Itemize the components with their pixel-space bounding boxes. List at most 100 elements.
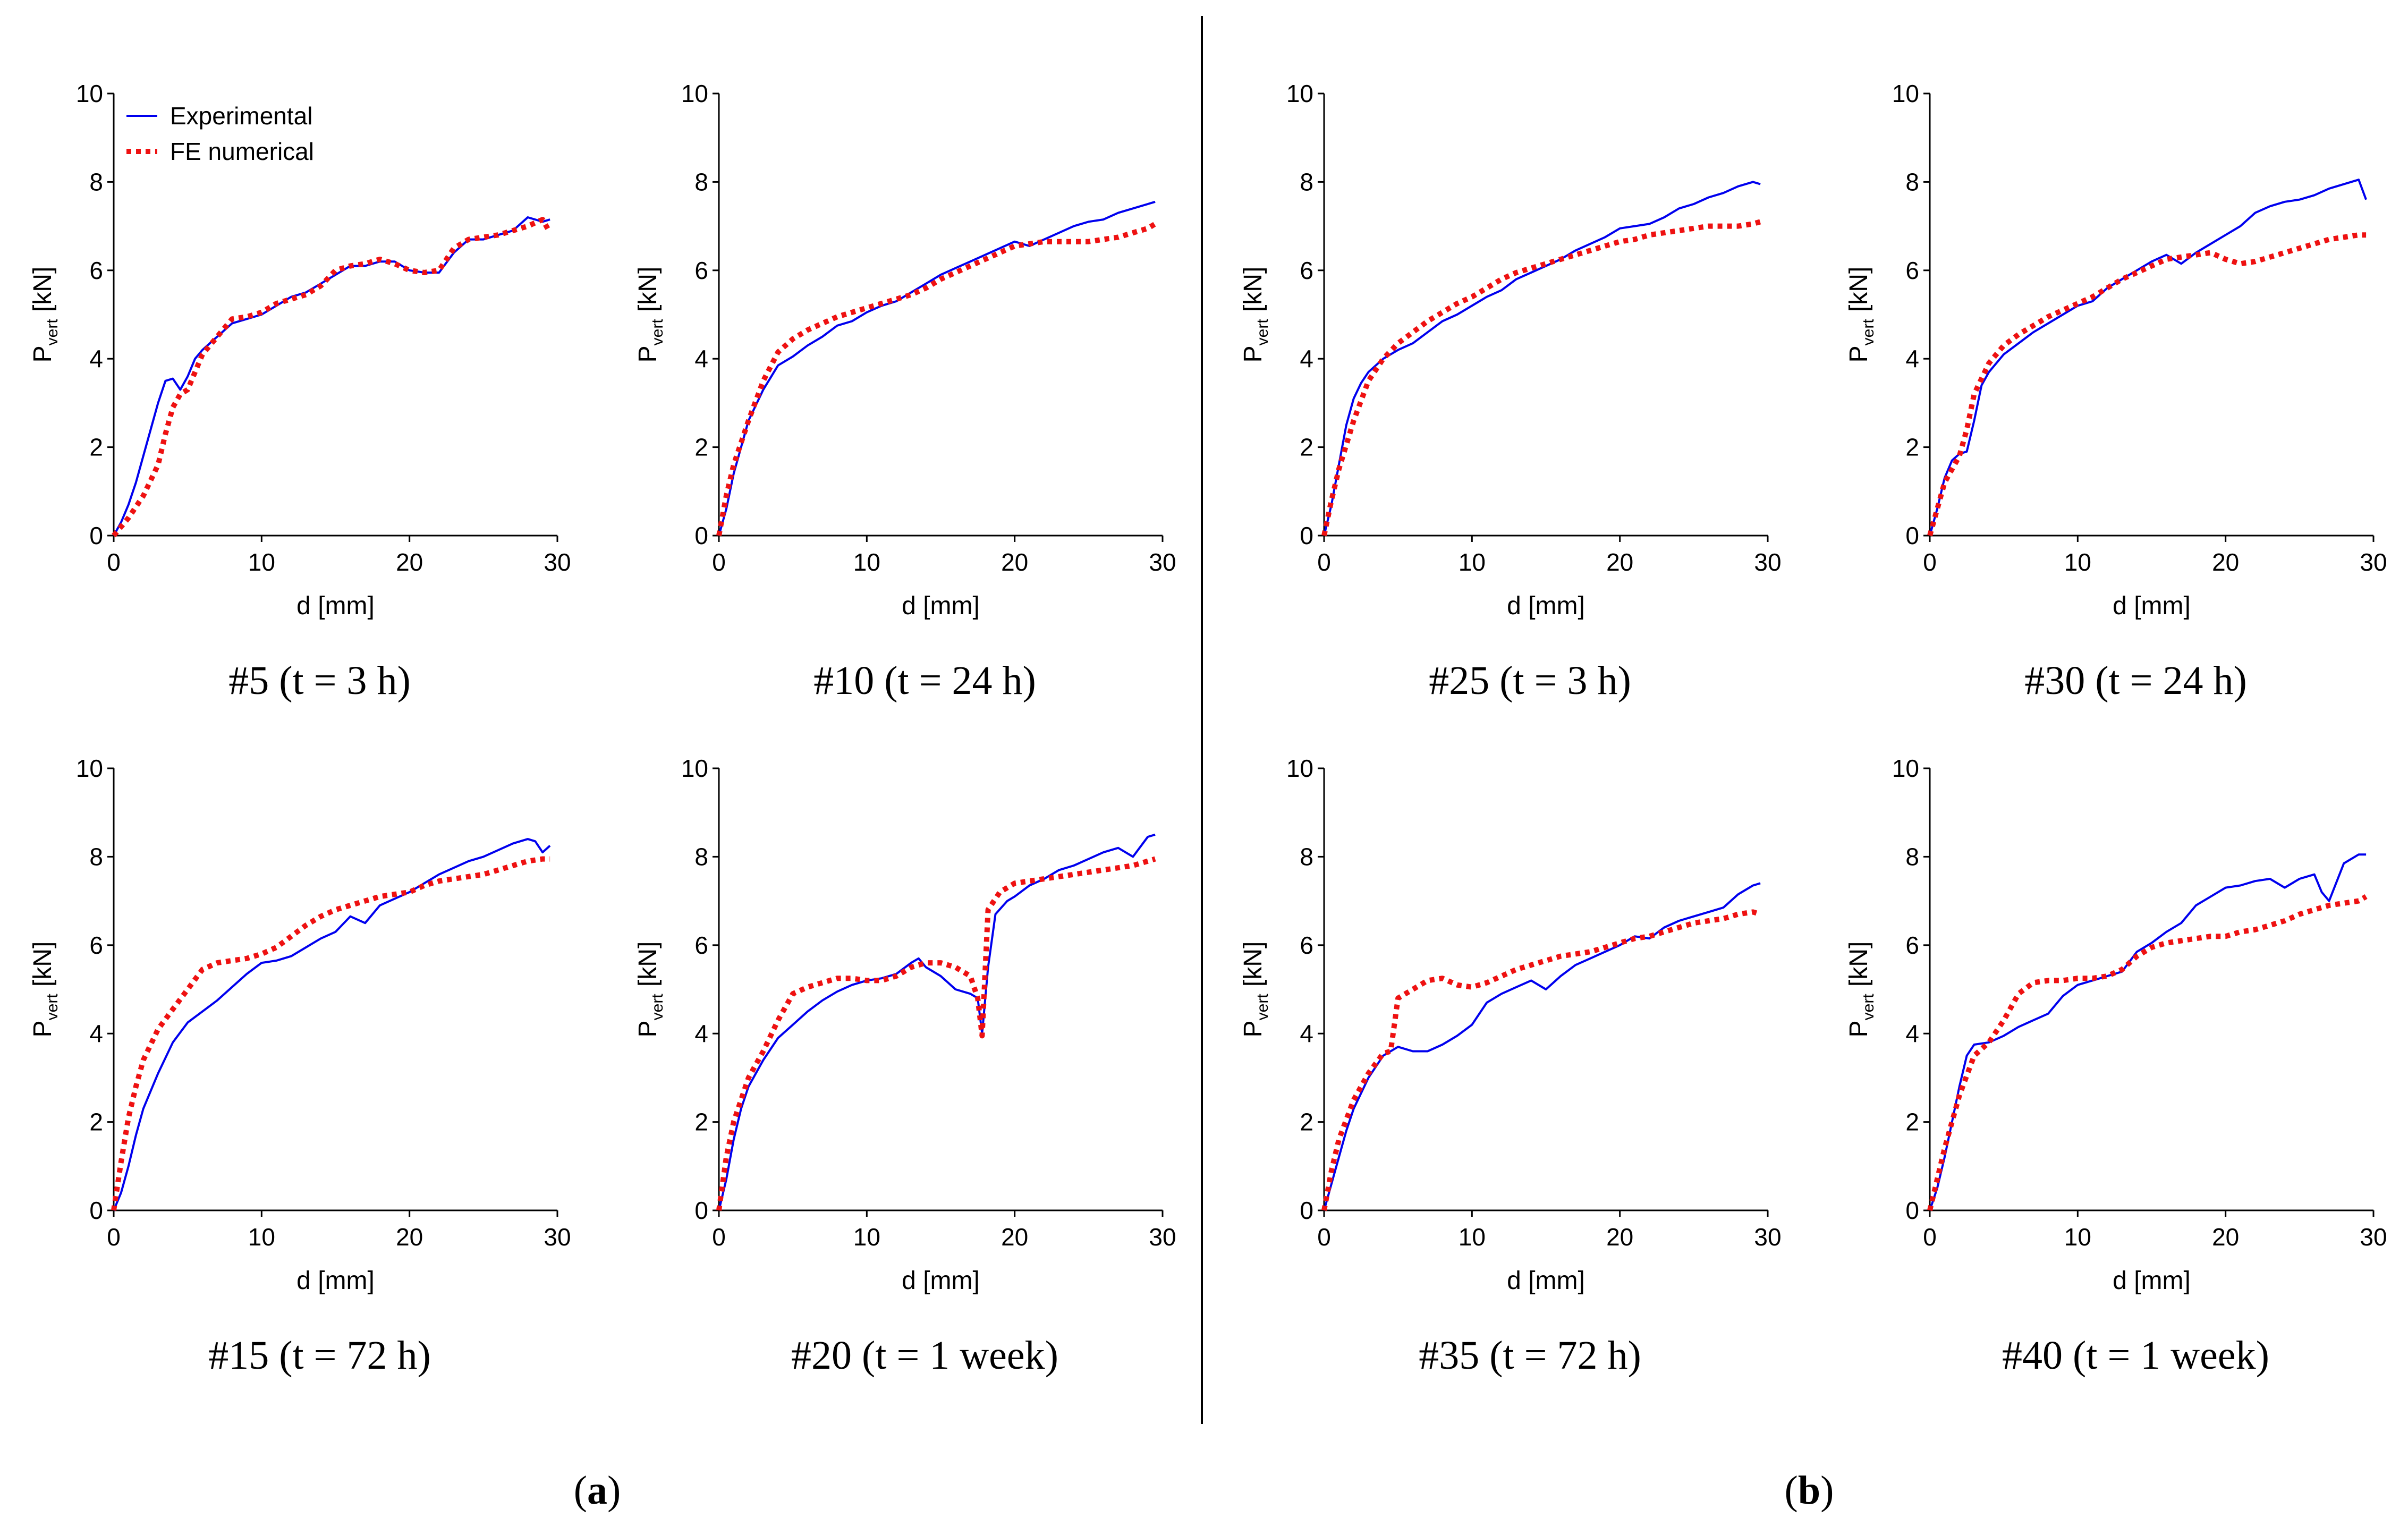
x-tick-label: 20 <box>396 1223 423 1251</box>
chart-c10: 0 2 4 6 8 10 0 10 20 30 d [mm] Pvert [kN] #10 (t = 2… <box>634 80 1176 703</box>
y-tick-label: 8 <box>89 168 103 196</box>
chart-c35: 0 2 4 6 8 10 0 10 20 30 d [mm] Pvert [kN] #35 (t = 7… <box>1239 754 1782 1378</box>
y-tick-label: 10 <box>76 80 103 107</box>
series-line-fe-numerical <box>1927 894 2368 1211</box>
chart-caption: #25 (t = 3 h) <box>1429 658 1631 703</box>
x-axis-label: d [mm] <box>296 1267 375 1295</box>
y-tick-label: 2 <box>89 1108 103 1136</box>
y-tick-label: 6 <box>694 257 708 284</box>
series-line-fe-numerical <box>112 217 553 538</box>
y-axis-label: Pvert [kN] <box>1845 942 1877 1038</box>
y-tick-label: 2 <box>694 434 708 461</box>
y-axis-label: Pvert [kN] <box>634 267 666 363</box>
y-axis-label: Pvert [kN] <box>29 942 61 1038</box>
y-axis-label-sub: vert <box>1254 994 1271 1021</box>
chart-c30: 0 2 4 6 8 10 0 10 20 30 d [mm] Pvert [kN] #30 (t = 2… <box>1845 80 2387 703</box>
x-tick-label: 20 <box>2212 548 2239 576</box>
chart-caption: #5 (t = 3 h) <box>228 658 411 703</box>
y-axis-label-sub: vert <box>1860 319 1877 346</box>
chart-c25: 0 2 4 6 8 10 0 10 20 30 d [mm] Pvert [kN] #25 (t = 3… <box>1239 80 1782 703</box>
legend: Experimental FE numerical <box>126 102 314 165</box>
y-axis-label-main: P <box>634 345 662 362</box>
y-axis-label-main: P <box>1845 1020 1873 1037</box>
series-line-experimental <box>718 833 1156 1211</box>
y-axis-label-sub: vert <box>1254 319 1271 346</box>
y-axis-label-sub: vert <box>44 319 61 346</box>
y-axis-label-unit: [kN] <box>1845 267 1873 319</box>
y-axis-label-unit: [kN] <box>29 942 57 994</box>
y-tick-label: 8 <box>89 843 103 870</box>
y-tick-label: 10 <box>1286 80 1313 107</box>
y-tick-label: 8 <box>694 168 708 196</box>
x-axis-label: d [mm] <box>902 592 980 620</box>
x-tick-label: 0 <box>712 1223 726 1251</box>
x-tick-label: 0 <box>712 548 726 576</box>
x-axis-label: d [mm] <box>902 1267 980 1295</box>
x-tick-label: 30 <box>1149 1223 1176 1251</box>
x-tick-label: 10 <box>248 1223 275 1251</box>
x-tick-label: 30 <box>544 1223 571 1251</box>
y-tick-label: 6 <box>89 257 103 284</box>
y-axis-label-unit: [kN] <box>1239 942 1267 994</box>
y-tick-label: 10 <box>1892 80 1919 107</box>
chart-c20: 0 2 4 6 8 10 0 10 20 30 d [mm] Pvert [kN] #20 (t = 1… <box>634 754 1176 1378</box>
y-axis-label-main: P <box>1239 345 1267 362</box>
x-tick-label: 20 <box>396 548 423 576</box>
y-axis-label-sub: vert <box>649 319 666 346</box>
x-axis-label: d [mm] <box>296 592 375 620</box>
y-tick-label: 0 <box>694 1197 708 1224</box>
panel-a-label: (a) <box>574 1468 621 1513</box>
x-tick-label: 20 <box>1606 1223 1633 1251</box>
series-line-experimental <box>1323 882 1761 1211</box>
y-axis-label-unit: [kN] <box>634 942 662 994</box>
y-tick-label: 6 <box>1300 257 1313 284</box>
legend-fe-label: FE numerical <box>170 138 314 165</box>
x-tick-label: 0 <box>107 548 121 576</box>
y-axis-label: Pvert [kN] <box>1845 267 1877 363</box>
series-line-fe-numerical <box>716 856 1156 1211</box>
x-tick-label: 0 <box>107 1223 121 1251</box>
y-axis-label-unit: [kN] <box>1239 267 1267 319</box>
series-line-experimental <box>1929 853 2367 1211</box>
y-tick-label: 10 <box>1892 754 1919 782</box>
y-tick-label: 6 <box>1905 931 1919 959</box>
x-tick-label: 0 <box>1317 1223 1331 1251</box>
x-axis-label: d [mm] <box>2113 592 2191 620</box>
chart-caption: #40 (t = 1 week) <box>2002 1333 2269 1378</box>
x-axis-label: d [mm] <box>1507 1267 1585 1295</box>
x-tick-label: 10 <box>248 548 275 576</box>
y-tick-label: 4 <box>89 1020 103 1047</box>
y-tick-label: 2 <box>1300 1108 1313 1136</box>
y-tick-label: 8 <box>1905 168 1919 196</box>
y-tick-label: 2 <box>1905 434 1919 461</box>
y-tick-label: 0 <box>1905 522 1919 549</box>
y-axis-label: Pvert [kN] <box>1239 942 1271 1038</box>
chart-caption: #20 (t = 1 week) <box>791 1333 1058 1378</box>
y-axis-label: Pvert [kN] <box>634 942 666 1038</box>
x-tick-label: 20 <box>1606 548 1633 576</box>
x-tick-label: 30 <box>2360 548 2387 576</box>
chart-caption: #10 (t = 24 h) <box>813 658 1036 703</box>
y-tick-label: 0 <box>1905 1197 1919 1224</box>
series-line-fe-numerical <box>1927 232 2367 537</box>
chart-c40: 0 2 4 6 8 10 0 10 20 30 d [mm] Pvert [kN] #40 (t = 1… <box>1845 754 2387 1378</box>
y-axis-label-unit: [kN] <box>634 267 662 319</box>
y-tick-label: 4 <box>694 1020 708 1047</box>
y-axis-label-main: P <box>1239 1020 1267 1037</box>
series-line-experimental <box>1323 181 1761 536</box>
series-line-experimental <box>1929 179 2367 536</box>
y-tick-label: 6 <box>1300 931 1313 959</box>
chart-c5: 0 2 4 6 8 10 0 10 20 30 d [mm] Pvert [kN] #5 (t = 3 … <box>29 80 571 703</box>
y-tick-label: 0 <box>89 1197 103 1224</box>
y-tick-label: 2 <box>1300 434 1313 461</box>
y-tick-label: 2 <box>1905 1108 1919 1136</box>
y-tick-label: 0 <box>694 522 708 549</box>
series-line-fe-numerical <box>111 856 550 1211</box>
panel-b-letter: b <box>1798 1468 1820 1513</box>
y-tick-label: 8 <box>694 843 708 870</box>
y-tick-label: 6 <box>89 931 103 959</box>
chart-caption: #35 (t = 72 h) <box>1419 1333 1641 1378</box>
x-tick-label: 10 <box>2064 548 2091 576</box>
